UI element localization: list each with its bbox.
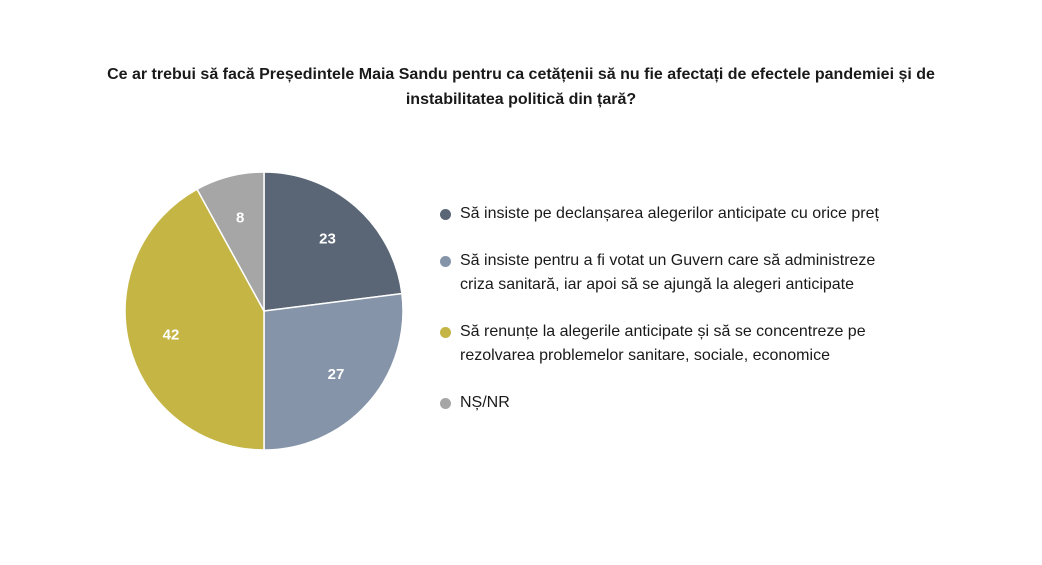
pie-slice-dont-know bbox=[196, 171, 265, 312]
pie-slice-value-label: 27 bbox=[328, 366, 345, 383]
legend: Să insiste pe declanșarea alegerilor ant… bbox=[440, 202, 960, 438]
chart-title: Ce ar trebui să facă Președintele Maia S… bbox=[107, 66, 935, 108]
legend-label: Să insiste pentru a fi votat un Guvern c… bbox=[460, 252, 876, 293]
pie-slice-value-label: 42 bbox=[163, 326, 180, 343]
pie-slices bbox=[124, 171, 404, 451]
legend-swatch bbox=[440, 327, 451, 338]
pie-labels: 23 27 42 8 bbox=[163, 210, 345, 383]
legend-item-dont-know: NȘ/NR bbox=[440, 391, 960, 415]
pie-slice-give-up-elections bbox=[124, 188, 265, 451]
pie-slice-government-first bbox=[263, 292, 404, 451]
legend-item-give-up-elections: Să renunțe la alegerile anticipate și să… bbox=[440, 320, 960, 368]
legend-swatch bbox=[440, 398, 451, 409]
legend-label: Să renunțe la alegerile anticipate și să… bbox=[460, 323, 866, 364]
pie-slice-value-label: 8 bbox=[236, 210, 244, 227]
legend-label: NȘ/NR bbox=[460, 394, 510, 411]
legend-swatch bbox=[440, 209, 451, 220]
legend-item-government-first: Să insiste pentru a fi votat un Guvern c… bbox=[440, 249, 960, 297]
legend-label: Să insiste pe declanșarea alegerilor ant… bbox=[460, 205, 879, 222]
pie-slice-value-label: 23 bbox=[319, 230, 336, 247]
legend-item-anticipate-elections: Să insiste pe declanșarea alegerilor ant… bbox=[440, 202, 960, 226]
legend-swatch bbox=[440, 256, 451, 267]
pie-slice-anticipate-elections bbox=[263, 171, 403, 312]
